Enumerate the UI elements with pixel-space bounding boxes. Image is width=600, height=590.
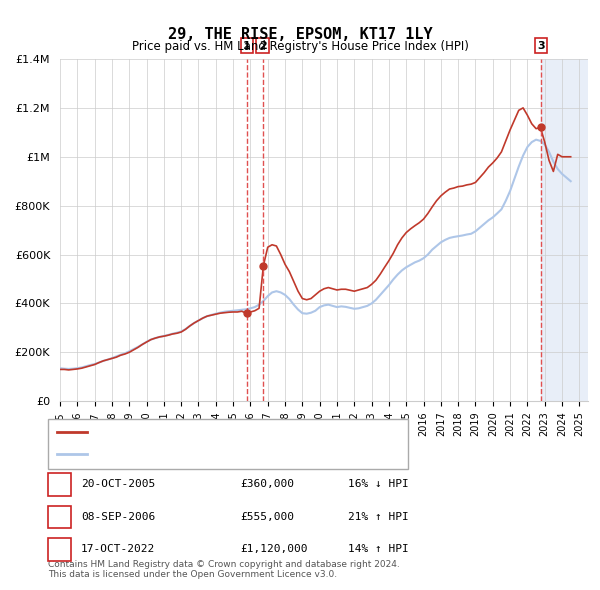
Text: 29, THE RISE, EPSOM, KT17 1LY (detached house): 29, THE RISE, EPSOM, KT17 1LY (detached …	[93, 427, 350, 437]
Bar	[541, 59, 588, 401]
Text: 20-OCT-2005: 20-OCT-2005	[81, 480, 155, 489]
Point	[536, 123, 546, 132]
Text: £555,000: £555,000	[240, 512, 294, 522]
Text: 21% ↑ HPI: 21% ↑ HPI	[348, 512, 409, 522]
Text: Contains HM Land Registry data © Crown copyright and database right 2024.
This d: Contains HM Land Registry data © Crown c…	[48, 560, 400, 579]
Text: 2: 2	[56, 512, 63, 522]
Text: 3: 3	[56, 545, 63, 554]
Text: 1: 1	[56, 480, 63, 489]
Text: 08-SEP-2006: 08-SEP-2006	[81, 512, 155, 522]
Text: 1: 1	[243, 41, 251, 51]
Text: 17-OCT-2022: 17-OCT-2022	[81, 545, 155, 554]
Text: HPI: Average price, detached house, Epsom and Ewell: HPI: Average price, detached house, Epso…	[93, 450, 374, 459]
Text: 16% ↓ HPI: 16% ↓ HPI	[348, 480, 409, 489]
Text: 3: 3	[538, 41, 545, 51]
Text: 29, THE RISE, EPSOM, KT17 1LY: 29, THE RISE, EPSOM, KT17 1LY	[167, 27, 433, 41]
Text: £1,120,000: £1,120,000	[240, 545, 308, 554]
Text: 2: 2	[259, 41, 266, 51]
Text: £360,000: £360,000	[240, 480, 294, 489]
Text: Price paid vs. HM Land Registry's House Price Index (HPI): Price paid vs. HM Land Registry's House …	[131, 40, 469, 53]
Point	[242, 309, 252, 318]
Text: 14% ↑ HPI: 14% ↑ HPI	[348, 545, 409, 554]
Point	[258, 261, 268, 270]
